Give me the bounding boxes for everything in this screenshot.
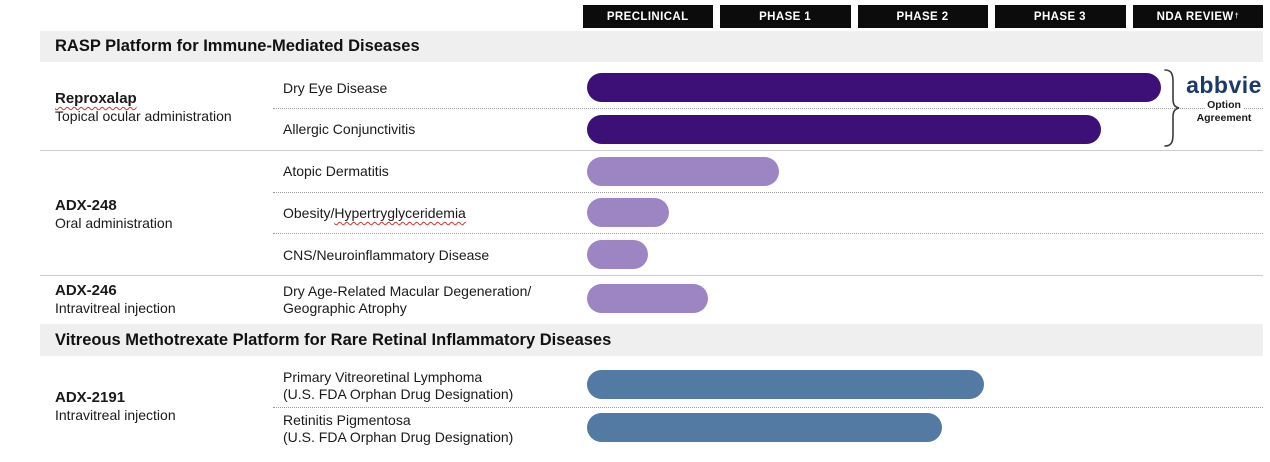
section-header-rasp-platform: RASP Platform for Immune-Mediated Diseas… (40, 31, 1263, 62)
phase-box-preclinical: PRECLINICAL (583, 5, 714, 28)
drug-name: Reproxalap (55, 90, 137, 107)
group-divider (40, 150, 1263, 151)
dotted-separator (273, 108, 1263, 109)
chart-row (583, 198, 1263, 227)
chart-row (583, 73, 1263, 102)
phase-label: PRECLINICAL (606, 10, 689, 23)
pipeline-bar-atopic-dermatitis (587, 157, 779, 186)
phase-box-phase-3: PHASE 3 (995, 5, 1126, 28)
dotted-separator (273, 233, 1263, 234)
chart-row (583, 240, 1263, 269)
indication-dry-eye-disease: Dry Eye Disease (283, 80, 388, 96)
phase-label: PHASE 3 (1033, 10, 1086, 23)
pipeline-bar-dry-amd (587, 284, 709, 313)
indication-cns-neuroinflammatory: CNS/Neuroinflammatory Disease (283, 247, 490, 263)
abbvie-logo: abbvie (1186, 72, 1262, 98)
dagger-footnote-marker: † (1234, 13, 1239, 20)
phase-box-nda-review: NDA REVIEW † (1132, 5, 1264, 28)
drug-label-adx-2191: ADX-2191 Intravitreal injection (55, 389, 176, 424)
indication-primary-vitreoretinal-lymphoma: Primary Vitreoretinal Lymphoma (U.S. FDA… (283, 369, 514, 402)
drug-name: ADX-2191 (55, 389, 126, 406)
option-agreement-note: Option Agreement (1194, 99, 1254, 124)
indication-retinitis-pigmentosa: Retinitis Pigmentosa (U.S. FDA Orphan Dr… (283, 412, 514, 445)
dotted-separator (273, 407, 1263, 408)
indication-obesity-hypertryglyceridemia: Obesity/Hypertryglyceridemia (283, 205, 466, 221)
indication-allergic-conjunctivitis: Allergic Conjunctivitis (283, 121, 416, 137)
drug-label-adx-246: ADX-246 Intravitreal injection (55, 282, 176, 317)
chart-row (583, 115, 1263, 144)
drug-label-reproxalap: Reproxalap Topical ocular administration (55, 90, 232, 125)
drug-route: Intravitreal injection (55, 300, 176, 316)
chart-row (583, 413, 1263, 442)
phase-label: NDA REVIEW (1156, 10, 1234, 23)
phase-header-row: PRECLINICAL PHASE 1 PHASE 2 PHASE 3 NDA … (583, 5, 1264, 28)
pipeline-bar-cns-neuroinflammatory (587, 240, 649, 269)
pipeline-bar-allergic-conjunctivitis (587, 115, 1102, 144)
section-title: Vitreous Methotrexate Platform for Rare … (55, 330, 612, 349)
section-title: RASP Platform for Immune-Mediated Diseas… (55, 37, 420, 55)
indication-dry-amd-geographic-atrophy: Dry Age-Related Macular Degeneration/ Ge… (283, 283, 532, 316)
phase-label: PHASE 1 (759, 10, 812, 23)
drug-name: ADX-248 (55, 197, 117, 214)
drug-route: Oral administration (55, 215, 173, 231)
drug-route: Topical ocular administration (55, 108, 232, 124)
chart-row (583, 284, 1263, 313)
drug-name: ADX-246 (55, 282, 117, 299)
pipeline-bar-retinitis-pigmentosa (587, 413, 942, 442)
indication-atopic-dermatitis: Atopic Dermatitis (283, 163, 389, 179)
chart-row (583, 157, 1263, 186)
section-header-vitreous-methotrexate-platform: Vitreous Methotrexate Platform for Rare … (40, 324, 1263, 356)
pipeline-bar-dry-eye-disease (587, 73, 1161, 102)
drug-route: Intravitreal injection (55, 407, 176, 423)
drug-label-adx-248: ADX-248 Oral administration (55, 197, 173, 232)
phase-label: PHASE 2 (896, 10, 949, 23)
curly-brace-icon (1164, 69, 1180, 147)
dotted-separator (273, 192, 1263, 193)
phase-box-phase-1: PHASE 1 (720, 5, 851, 28)
group-divider (40, 275, 1263, 276)
pipeline-bar-obesity (587, 198, 669, 227)
phase-box-phase-2: PHASE 2 (857, 5, 989, 28)
pipeline-bar-pvrl (587, 370, 985, 399)
chart-row (583, 370, 1263, 399)
